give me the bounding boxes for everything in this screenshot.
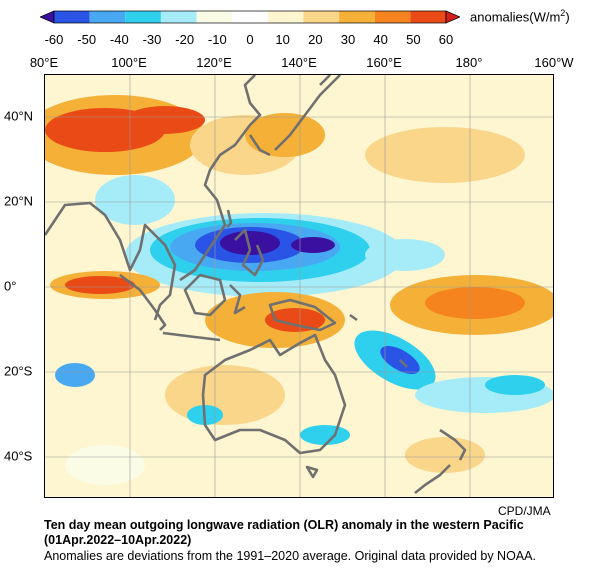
olr-anomaly-map bbox=[44, 74, 554, 498]
colorbar bbox=[40, 10, 460, 24]
longitude-label: 80°E bbox=[29, 55, 59, 70]
colorbar-tick-label: 0 bbox=[246, 32, 254, 47]
colorbar-bin bbox=[374, 11, 411, 23]
colorbar-bin bbox=[232, 11, 268, 23]
longitude-label: 120°E bbox=[196, 55, 232, 70]
figure-period: (01Apr.2022–10Apr.2022) bbox=[44, 533, 192, 547]
colorbar-bin bbox=[125, 11, 161, 23]
colorbar-bin bbox=[303, 11, 340, 23]
latitude-label: 20°N bbox=[4, 193, 34, 209]
figure-note: Anomalies are deviations from the 1991–2… bbox=[44, 549, 536, 563]
colorbar-bin bbox=[89, 11, 126, 23]
latitude-label: 20°S bbox=[4, 363, 33, 379]
colorbar-units-label: anomalies(W/m2) bbox=[470, 8, 570, 25]
latitude-label: 40°N bbox=[4, 108, 34, 124]
colorbar-bin bbox=[410, 11, 446, 23]
figure-title: Ten day mean outgoing longwave radiation… bbox=[44, 518, 524, 532]
map-canvas bbox=[45, 75, 553, 497]
longitude-label: 160°W bbox=[534, 55, 574, 70]
colorbar-tick-label: 10 bbox=[275, 32, 290, 47]
colorbar-tick-label: -60 bbox=[44, 32, 64, 47]
colorbar-tick-label: -30 bbox=[142, 32, 162, 47]
colorbar-ticks: -60 -50 -40 -30 -20 -10 0 10 20 30 40 50 60 bbox=[0, 10, 600, 50]
anomaly-field bbox=[45, 75, 553, 497]
colorbar-outline bbox=[53, 10, 447, 24]
latitude-label: 0° bbox=[4, 278, 17, 294]
longitude-label: 100°E bbox=[111, 55, 147, 70]
credit-label: CPD/JMA bbox=[498, 504, 551, 518]
colorbar-tick-label: -40 bbox=[109, 32, 129, 47]
colorbar-bin bbox=[339, 11, 375, 23]
latitude-label: 40°S bbox=[4, 448, 33, 464]
colorbar-bin bbox=[267, 11, 304, 23]
colorbar-bin bbox=[54, 11, 90, 23]
grid-lines bbox=[45, 75, 553, 497]
longitude-label: 160°E bbox=[366, 55, 402, 70]
colorbar-bin bbox=[160, 11, 197, 23]
colorbar-tick-label: 20 bbox=[308, 32, 323, 47]
colorbar-tick-label: 60 bbox=[438, 32, 454, 47]
colorbar-tick-label: -10 bbox=[207, 32, 227, 47]
colorbar-tick-label: 50 bbox=[406, 32, 421, 47]
colorbar-bin bbox=[196, 11, 233, 23]
colorbar-tick-label: 40 bbox=[373, 32, 388, 47]
latitude-labels: 40°N 20°N 0° 20°S 40°S bbox=[0, 74, 44, 498]
longitude-labels: 80°E 100°E 120°E 140°E 160°E 180° 160°W bbox=[0, 0, 600, 80]
longitude-label: 180° bbox=[455, 55, 483, 70]
longitude-label: 140°E bbox=[281, 55, 317, 70]
colorbar-tick-label: 30 bbox=[340, 32, 356, 47]
colorbar-tick-label: -20 bbox=[175, 32, 195, 47]
coastlines bbox=[45, 75, 467, 495]
colorbar-tick-label: -50 bbox=[77, 32, 97, 47]
